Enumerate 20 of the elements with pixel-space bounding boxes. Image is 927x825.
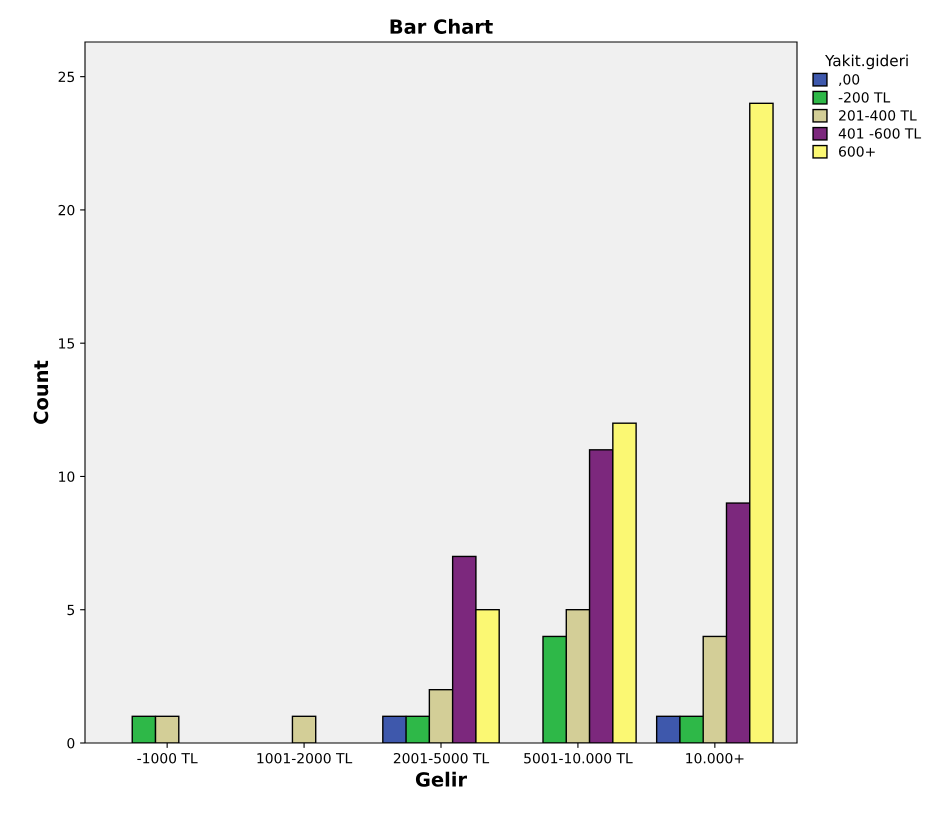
legend-label: -200 TL [838,92,890,103]
y-tick-label: 0 [67,738,74,748]
legend-title: Yakit.gideri [825,54,908,70]
x-tick-label: 1001-2000 TL [257,752,352,764]
x-tick-label: 5001-10.000 TL [524,752,633,764]
y-tick-label: 20 [58,204,74,216]
y-tick-label: 5 [68,604,74,616]
x-tick-label: 2001-5000 TL [394,752,490,764]
x-tick-label: -1000 TL [137,752,198,764]
legend-label: 401 -600 TL [838,128,922,139]
y-tick-label: 15 [59,338,74,349]
x-axis-title: Gelir [416,772,467,787]
legend-label: ,00 [839,74,860,86]
chart-title: Bar Chart [390,18,493,34]
y-tick-label: 25 [58,72,74,82]
legend-label: 201-400 TL [839,110,917,121]
y-tick-label: 10 [59,471,74,482]
legend-label: 600+ [839,146,875,157]
x-tick-label: 10.000+ [686,752,744,764]
y-axis-title: Count [34,360,48,424]
